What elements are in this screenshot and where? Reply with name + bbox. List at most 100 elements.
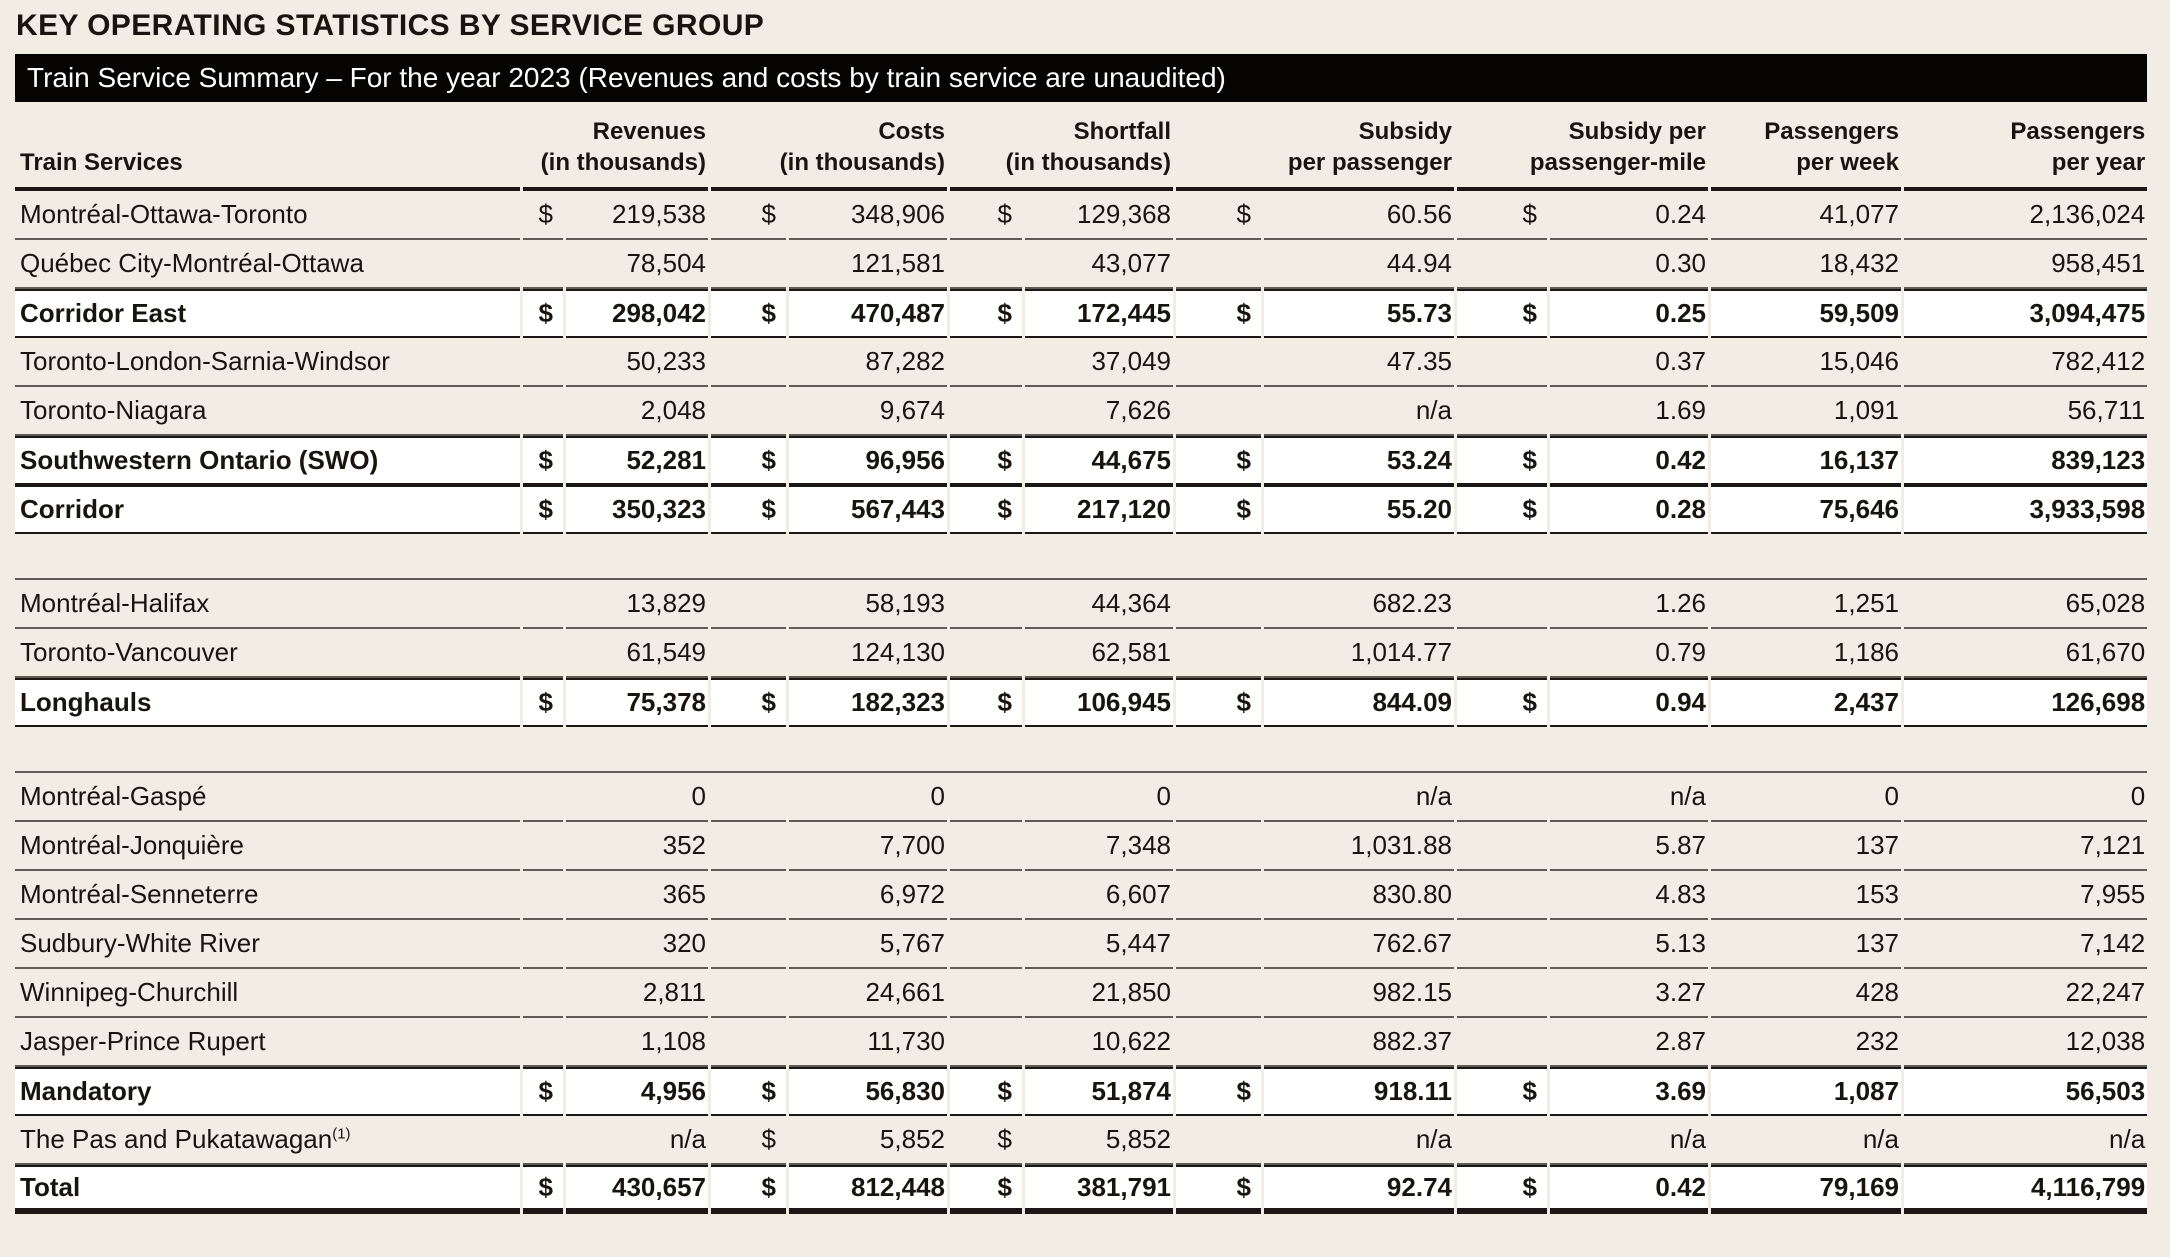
cell-subsidy-per-passenger-mile-currency [1457,822,1547,871]
col-header-train-services: Train Services [15,102,520,191]
cell-passengers-per-week: n/a [1711,1116,1901,1165]
cell-costs: 9,674 [789,387,947,436]
row-label: Québec City-Montréal-Ottawa [15,240,520,289]
subtotal-row: Corridor East $298,042 $470,487 $172,445 $55… [15,289,2148,338]
cell-passengers-per-week: 15,046 [1711,338,1901,387]
cell-passengers-per-year: 782,412 [1904,338,2148,387]
cell-revenues: 320 [566,920,708,969]
cell-costs-currency [711,822,786,871]
cell-shortfall-currency [950,629,1022,678]
cell-costs-currency [711,240,786,289]
row-label: Montréal-Gaspé [15,773,520,822]
cell-passengers-per-year: 3,933,598 [1904,485,2148,534]
cell-passengers-per-year: 3,094,475 [1904,289,2148,338]
cell-subsidy-per-passenger-mile-currency [1457,1018,1547,1067]
table-row: Montréal-Jonquière 352 7,700 7,348 1,031.88 5… [15,822,2148,871]
cell-shortfall-currency: $ [950,678,1022,727]
cell-revenues-currency: $ [523,1165,563,1214]
cell-costs: 58,193 [789,580,947,629]
cell-passengers-per-year: 7,121 [1904,822,2148,871]
cell-costs: 348,906 [789,191,947,240]
cell-revenues: 75,378 [566,678,708,727]
row-label: Total [15,1165,520,1214]
cell-subsidy-per-passenger-mile: 0.79 [1550,629,1708,678]
cell-passengers-per-week: 75,646 [1711,485,1901,534]
cell-shortfall: 44,675 [1025,436,1173,485]
row-label: Toronto-London-Sarnia-Windsor [15,338,520,387]
cell-subsidy-per-passenger-currency: $ [1176,678,1261,727]
report-page: KEY OPERATING STATISTICS BY SERVICE GROU… [15,9,2148,1214]
cell-subsidy-per-passenger-mile-currency: $ [1457,485,1547,534]
table-row: Toronto-Vancouver 61,549 124,130 62,581 1,01… [15,629,2148,678]
table-header: Train Service Summary – For the year 202… [15,54,2148,191]
cell-subsidy-per-passenger-mile-currency [1457,920,1547,969]
cell-costs: 5,852 [789,1116,947,1165]
cell-subsidy-per-passenger-currency [1176,240,1261,289]
cell-revenues: 365 [566,871,708,920]
cell-costs: 11,730 [789,1018,947,1067]
cell-subsidy-per-passenger-currency [1176,338,1261,387]
cell-subsidy-per-passenger-currency: $ [1176,289,1261,338]
cell-subsidy-per-passenger: n/a [1264,387,1454,436]
cell-passengers-per-week: 1,251 [1711,580,1901,629]
table-body: Montréal-Ottawa-Toronto $219,538 $348,906 $… [15,191,2148,1214]
cell-shortfall-currency: $ [950,436,1022,485]
cell-passengers-per-week: 1,091 [1711,387,1901,436]
row-label: Toronto-Vancouver [15,629,520,678]
cell-subsidy-per-passenger-mile: 2.87 [1550,1018,1708,1067]
cell-passengers-per-year: 65,028 [1904,580,2148,629]
cell-subsidy-per-passenger-mile: 4.83 [1550,871,1708,920]
cell-passengers-per-year: 958,451 [1904,240,2148,289]
cell-costs-currency: $ [711,485,786,534]
cell-revenues-currency: $ [523,485,563,534]
cell-subsidy-per-passenger-mile: 0.42 [1550,1165,1708,1214]
cell-subsidy-per-passenger: 682.23 [1264,580,1454,629]
cell-revenues: 298,042 [566,289,708,338]
cell-revenues: 13,829 [566,580,708,629]
cell-subsidy-per-passenger: 55.73 [1264,289,1454,338]
cell-shortfall-currency [950,387,1022,436]
cell-revenues: 350,323 [566,485,708,534]
row-label: Sudbury-White River [15,920,520,969]
cell-subsidy-per-passenger-mile: 0.25 [1550,289,1708,338]
cell-subsidy-per-passenger: 882.37 [1264,1018,1454,1067]
cell-shortfall-currency [950,920,1022,969]
cell-revenues: 78,504 [566,240,708,289]
cell-passengers-per-week: 18,432 [1711,240,1901,289]
row-label: Corridor [15,485,520,534]
table-row: Québec City-Montréal-Ottawa 78,504 121,581… [15,240,2148,289]
cell-subsidy-per-passenger-mile-currency [1457,1116,1547,1165]
cell-subsidy-per-passenger-mile-currency [1457,871,1547,920]
cell-costs-currency: $ [711,436,786,485]
cell-subsidy-per-passenger-mile-currency [1457,969,1547,1018]
cell-shortfall: 44,364 [1025,580,1173,629]
cell-subsidy-per-passenger: 47.35 [1264,338,1454,387]
cell-passengers-per-week: 16,137 [1711,436,1901,485]
cell-subsidy-per-passenger: n/a [1264,1116,1454,1165]
row-label: Jasper-Prince Rupert [15,1018,520,1067]
cell-costs-currency [711,920,786,969]
cell-costs: 56,830 [789,1067,947,1116]
cell-revenues: 1,108 [566,1018,708,1067]
cell-revenues-currency [523,969,563,1018]
cell-costs: 567,443 [789,485,947,534]
cell-passengers-per-year: 61,670 [1904,629,2148,678]
cell-passengers-per-week: 137 [1711,822,1901,871]
cell-subsidy-per-passenger-mile-currency [1457,387,1547,436]
cell-costs: 470,487 [789,289,947,338]
cell-subsidy-per-passenger-currency [1176,969,1261,1018]
cell-passengers-per-week: 137 [1711,920,1901,969]
cell-passengers-per-week: 153 [1711,871,1901,920]
cell-subsidy-per-passenger-currency [1176,773,1261,822]
cell-shortfall: 5,852 [1025,1116,1173,1165]
cell-subsidy-per-passenger-mile: 0.37 [1550,338,1708,387]
cell-subsidy-per-passenger-mile: 3.27 [1550,969,1708,1018]
table-row: Montréal-Gaspé 0 0 0 n/a n/a 0 0 [15,773,2148,822]
cell-costs-currency: $ [711,1116,786,1165]
row-label: Mandatory [15,1067,520,1116]
cell-passengers-per-week: 2,437 [1711,678,1901,727]
cell-passengers-per-year: 56,711 [1904,387,2148,436]
cell-revenues: 352 [566,822,708,871]
cell-subsidy-per-passenger-currency: $ [1176,485,1261,534]
col-header-subsidy-per-passenger: Subsidy per passenger [1176,102,1454,191]
